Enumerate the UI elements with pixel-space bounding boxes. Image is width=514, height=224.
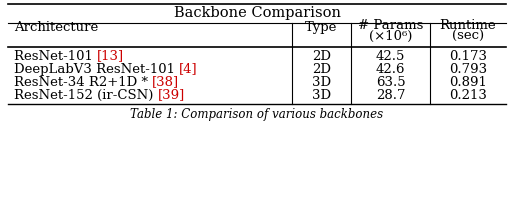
Text: Architecture: Architecture [14,21,98,34]
Text: 63.5: 63.5 [376,75,406,88]
Text: # Params: # Params [358,19,423,32]
Text: (sec): (sec) [452,30,484,43]
Text: 42.5: 42.5 [376,50,405,62]
Text: 0.173: 0.173 [449,50,487,62]
Text: [13]: [13] [97,50,124,62]
Text: DeepLabV3 ResNet-101: DeepLabV3 ResNet-101 [14,62,179,75]
Text: Backbone Comparison: Backbone Comparison [174,6,340,20]
Text: 2D: 2D [312,62,331,75]
Text: [38]: [38] [152,75,179,88]
Text: [39]: [39] [158,88,185,101]
Text: ResNet-34 R2+1D *: ResNet-34 R2+1D * [14,75,152,88]
Text: 42.6: 42.6 [376,62,405,75]
Text: Table 1: Comparison of various backbones: Table 1: Comparison of various backbones [131,108,383,121]
Text: 0.793: 0.793 [449,62,487,75]
Text: 0.891: 0.891 [449,75,487,88]
Text: ResNet-101: ResNet-101 [14,50,97,62]
Text: Type: Type [305,21,338,34]
Text: (×10⁶): (×10⁶) [369,30,412,43]
Text: 28.7: 28.7 [376,88,405,101]
Text: 2D: 2D [312,50,331,62]
Text: Runtime: Runtime [439,19,497,32]
Text: [4]: [4] [179,62,198,75]
Text: 0.213: 0.213 [449,88,487,101]
Text: ResNet-152 (ir-CSN): ResNet-152 (ir-CSN) [14,88,158,101]
Text: 3D: 3D [312,75,331,88]
Text: 3D: 3D [312,88,331,101]
